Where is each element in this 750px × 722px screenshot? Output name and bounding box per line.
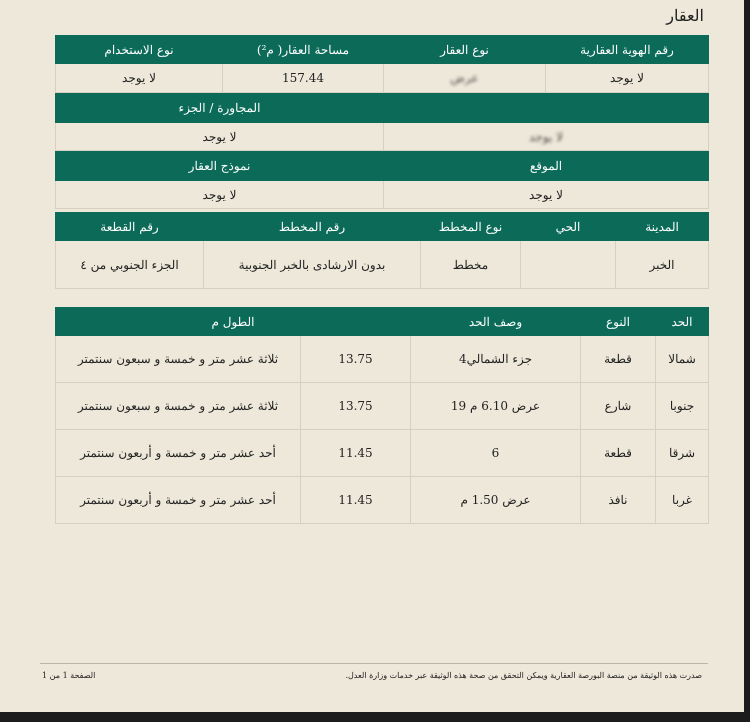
header-usage-type: نوع الاستخدام xyxy=(55,35,223,64)
property-table: رقم الهوية العقارية نوع العقار مساحة الع… xyxy=(55,35,709,209)
header-plan-type: نوع المخطط xyxy=(420,212,521,241)
cell-description: جزء الشمالي4 xyxy=(410,335,581,383)
cell-type: قطعة xyxy=(580,429,656,477)
cell-length-text: ثلاثة عشر متر و خمسة و سبعون سنتمتر xyxy=(55,382,301,430)
value-plot-number: الجزء الجنوبي من ٤ xyxy=(55,240,204,289)
cell-length-text: ثلاثة عشر متر و خمسة و سبعون سنتمتر xyxy=(55,335,301,383)
value-property-id: لا يوجد xyxy=(545,63,709,93)
header-plan-number: رقم المخطط xyxy=(203,212,421,241)
header-district: الحي xyxy=(520,212,616,241)
header-location: الموقع xyxy=(383,150,709,181)
value-property-area: 157.44 xyxy=(222,63,384,93)
cell-description: عرض 1.50 م xyxy=(410,476,581,524)
header-adjacency: المجاورة / الجزء xyxy=(55,92,384,123)
cell-description: 6 xyxy=(410,429,581,477)
header-property-area: مساحة العقار( م²) xyxy=(222,35,384,64)
value-plan-number: بدون الارشادى بالخبر الجنوبية xyxy=(203,240,421,289)
header-plot-number: رقم القطعة xyxy=(55,212,204,241)
section-title: العقار xyxy=(666,6,704,25)
cell-length: 13.75 xyxy=(300,382,411,430)
value-city: الخبر xyxy=(615,240,709,289)
table-row: شرقا قطعة 6 11.45 أحد عشر متر و خمسة و أ… xyxy=(55,429,709,477)
footer-note: صدرت هذه الوثيقة من منصة البورصة العقاري… xyxy=(345,671,702,680)
value-location: لا يوجد xyxy=(383,180,709,209)
header-length: الطول م xyxy=(55,307,411,336)
header-side: الحد xyxy=(655,307,709,336)
cell-length: 11.45 xyxy=(300,476,411,524)
value-adjacency: لا يوجد xyxy=(55,122,384,151)
cell-length-text: أحد عشر متر و خمسة و أربعون سنتمتر xyxy=(55,476,301,524)
value-usage-type: لا يوجد xyxy=(55,63,223,93)
cell-side: شمالا xyxy=(655,335,709,383)
header-city: المدينة xyxy=(615,212,709,241)
cell-type: قطعة xyxy=(580,335,656,383)
value-row2-right: لا يوجد xyxy=(383,122,709,151)
cell-side: غربا xyxy=(655,476,709,524)
header-type: النوع xyxy=(580,307,656,336)
boundaries-table: الحد النوع وصف الحد الطول م شمالا قطعة ج… xyxy=(55,307,709,524)
value-property-type: عرض xyxy=(383,63,546,93)
header-property-id: رقم الهوية العقارية xyxy=(545,35,709,64)
value-plan-type: مخطط xyxy=(420,240,521,289)
cell-side: شرقا xyxy=(655,429,709,477)
table-row: شمالا قطعة جزء الشمالي4 13.75 ثلاثة عشر … xyxy=(55,335,709,383)
document-page: العقار رقم الهوية العقارية نوع العقار مس… xyxy=(0,0,744,712)
header-description: وصف الحد xyxy=(410,307,581,336)
header-property-type: نوع العقار xyxy=(383,35,546,64)
cell-description: عرض 6.10 م 19 xyxy=(410,382,581,430)
footer-divider xyxy=(40,663,708,664)
cell-side: جنوبا xyxy=(655,382,709,430)
page-number: الصفحة 1 من 1 xyxy=(42,671,96,680)
header-property-model: نموذج العقار xyxy=(55,150,384,181)
header-empty xyxy=(383,92,709,123)
cell-type: نافذ xyxy=(580,476,656,524)
cell-length: 11.45 xyxy=(300,429,411,477)
table-row: غربا نافذ عرض 1.50 م 11.45 أحد عشر متر و… xyxy=(55,476,709,524)
location-table: المدينة الحي نوع المخطط رقم المخطط رقم ا… xyxy=(55,212,709,289)
value-property-model: لا يوجد xyxy=(55,180,384,209)
value-district xyxy=(520,240,616,289)
table-row: جنوبا شارع عرض 6.10 م 19 13.75 ثلاثة عشر… xyxy=(55,382,709,430)
cell-type: شارع xyxy=(580,382,656,430)
cell-length-text: أحد عشر متر و خمسة و أربعون سنتمتر xyxy=(55,429,301,477)
cell-length: 13.75 xyxy=(300,335,411,383)
